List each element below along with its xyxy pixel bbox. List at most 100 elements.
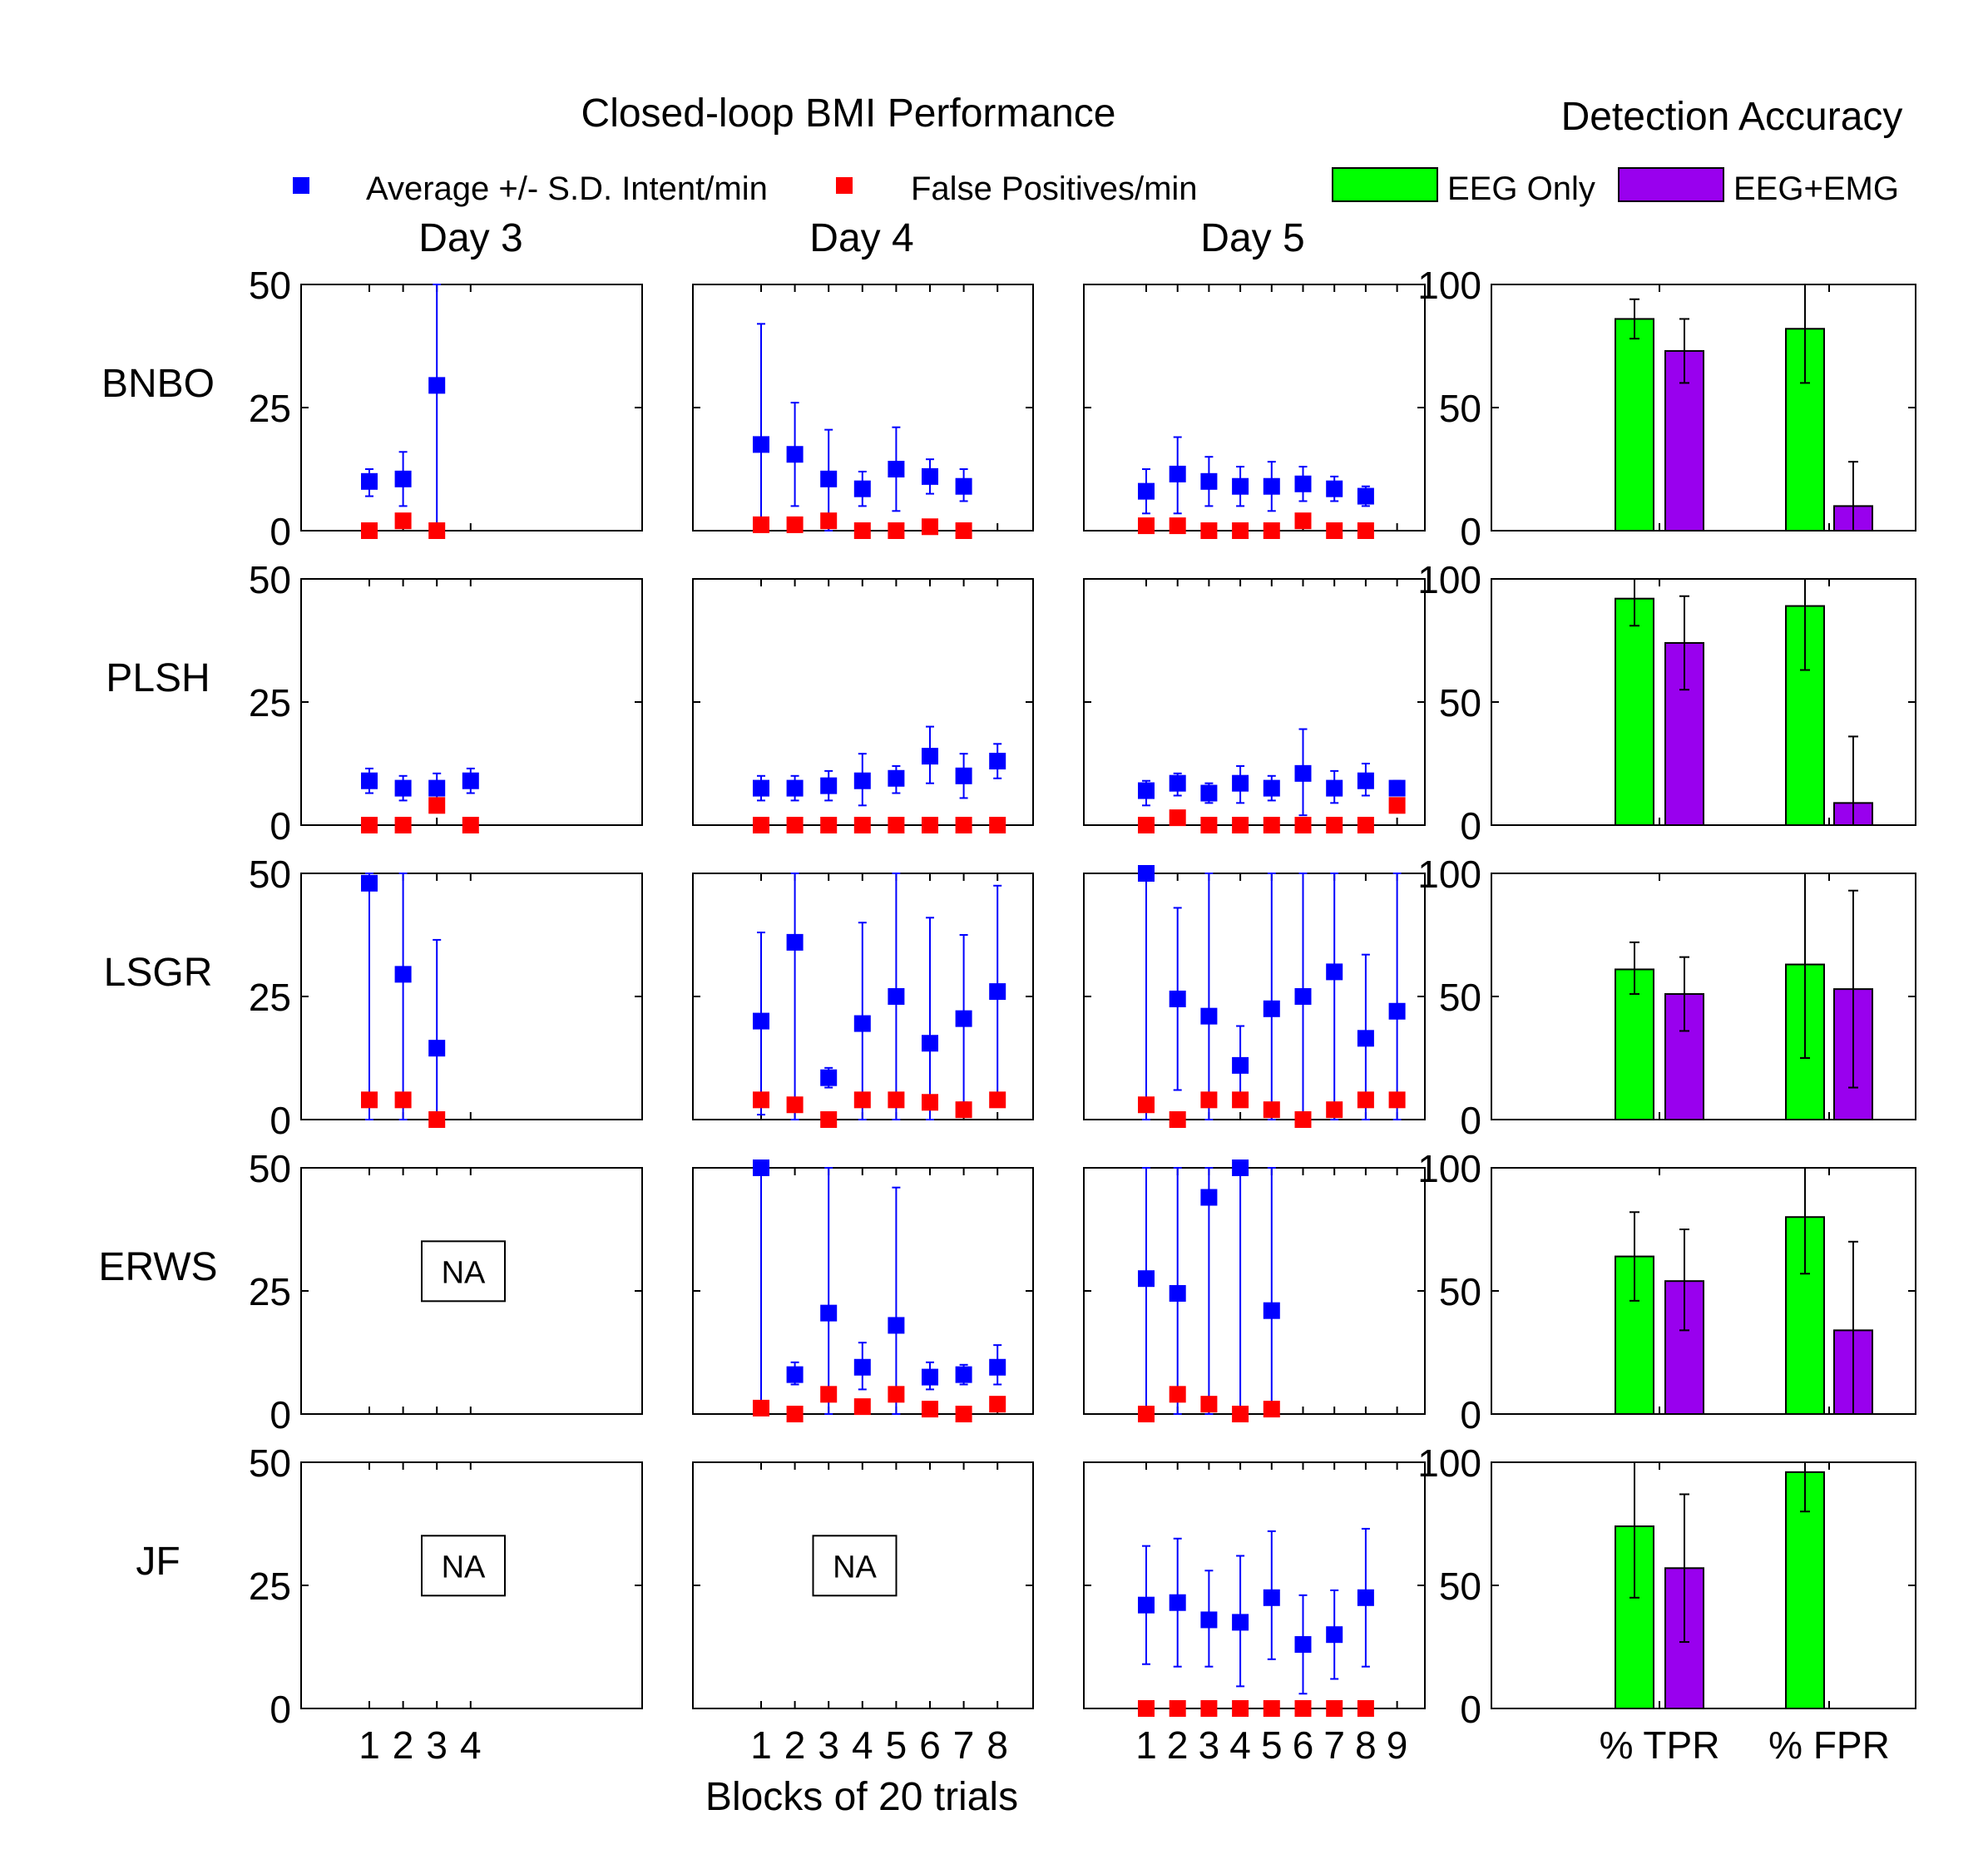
intent-point — [888, 461, 905, 477]
intent-point — [394, 470, 412, 487]
fp-point — [1326, 1700, 1343, 1717]
fp-point — [922, 1094, 938, 1111]
x-tick-label: 5 — [1261, 1723, 1283, 1767]
intent-point — [786, 779, 804, 797]
intent-point — [1232, 1160, 1249, 1176]
panel-erws-day3: 0 25 50 NA — [249, 1147, 643, 1436]
fp-point — [820, 512, 838, 530]
intent-point — [462, 772, 479, 789]
legend-intent-label: Average +/- S.D. Intent/min — [366, 171, 768, 207]
legend-eeg-label: EEG Only — [1447, 171, 1595, 207]
fp-point — [853, 522, 871, 539]
x-tick-label: 9 — [1387, 1723, 1408, 1767]
panel-jf-day4: 1 2 3 4 5 6 7 8 NA — [692, 1461, 1034, 1767]
y-tick-label: 100 — [1417, 264, 1481, 307]
na-label: NA — [442, 1550, 486, 1585]
fp-point — [1138, 1096, 1155, 1114]
intent-point — [1263, 1000, 1280, 1017]
intent-point — [989, 983, 1006, 1001]
fp-point — [428, 1111, 446, 1128]
fp-point — [394, 817, 412, 833]
fp-point — [1200, 1700, 1218, 1717]
y-tick-label: 100 — [1417, 1441, 1481, 1485]
fp-point — [1169, 1700, 1186, 1717]
fp-point — [1138, 1406, 1155, 1422]
fp-point — [753, 516, 769, 533]
fp-point — [1357, 1700, 1374, 1717]
intent-point — [1232, 774, 1249, 792]
fp-point — [1232, 1091, 1249, 1109]
fp-point — [1326, 1101, 1343, 1119]
fp-point — [1138, 517, 1155, 535]
intent-point — [1200, 472, 1218, 490]
fp-point — [462, 817, 479, 833]
intent-point — [428, 1040, 446, 1057]
intent-point — [888, 769, 905, 787]
fp-point — [888, 522, 905, 539]
x-tick-label: 8 — [987, 1723, 1008, 1767]
intent-point — [1232, 1614, 1249, 1631]
intent-point — [361, 772, 378, 789]
fp-point — [1326, 522, 1343, 539]
x-tick-label: 1 — [750, 1723, 772, 1767]
fp-point — [1388, 797, 1406, 814]
y-tick-label: 50 — [249, 1441, 291, 1485]
intent-point — [428, 377, 446, 394]
fp-point — [1169, 809, 1186, 827]
intent-point — [753, 1012, 769, 1030]
x-tick-label: 3 — [426, 1723, 448, 1767]
na-label: NA — [833, 1550, 877, 1585]
fp-point — [1357, 522, 1374, 539]
fp-point — [1200, 522, 1218, 539]
intent-point — [786, 446, 804, 463]
intent-point — [1263, 477, 1280, 495]
panel-bnbo-day4 — [692, 284, 1034, 539]
intent-point — [1138, 482, 1155, 500]
x-tick-label: 6 — [919, 1723, 941, 1767]
fp-point — [428, 797, 446, 814]
intent-point — [922, 1368, 938, 1386]
fp-point — [428, 522, 446, 539]
y-tick-label: 25 — [249, 1565, 291, 1608]
panel-erws-accuracy: 0 50 100 — [1417, 1147, 1916, 1436]
intent-point — [1357, 772, 1374, 789]
panel-bnbo-day3: 0 25 50 — [249, 264, 643, 553]
intent-point — [1200, 784, 1218, 802]
fp-point — [888, 1386, 905, 1403]
y-tick-label: 0 — [1460, 804, 1481, 848]
fp-point — [1169, 1111, 1186, 1128]
day-label-3: Day 3 — [418, 216, 522, 260]
fp-point — [1138, 1700, 1155, 1717]
fp-point — [394, 512, 412, 530]
x-tick-label: 4 — [852, 1723, 873, 1767]
fp-point — [361, 522, 378, 539]
fp-point — [1263, 1101, 1280, 1119]
intent-point — [1294, 988, 1312, 1005]
fp-point — [1294, 1111, 1312, 1128]
panel-plsh-day4 — [692, 578, 1034, 833]
y-tick-label: 50 — [249, 264, 291, 307]
fp-point — [853, 817, 871, 833]
main-title: Closed-loop BMI Performance — [581, 91, 1116, 136]
fp-point — [955, 1101, 972, 1119]
intent-point — [989, 753, 1006, 770]
y-tick-label: 25 — [249, 976, 291, 1019]
intent-point — [853, 1358, 871, 1376]
x-tick-label: 8 — [1355, 1723, 1377, 1767]
intent-point — [955, 1366, 972, 1383]
intent-point — [853, 1015, 871, 1032]
legend-eeg-swatch — [1332, 167, 1438, 202]
x-tick-label: 1 — [1135, 1723, 1157, 1767]
legend-eegemg-swatch — [1618, 167, 1724, 202]
fp-point — [1200, 1396, 1218, 1413]
x-tick-label: 7 — [953, 1723, 975, 1767]
x-tick-label: 2 — [784, 1723, 806, 1767]
y-tick-label: 0 — [1460, 1099, 1481, 1142]
intent-point — [1138, 865, 1155, 882]
panel-lsgr-day5 — [1083, 865, 1426, 1128]
y-tick-label: 50 — [1439, 1565, 1481, 1608]
intent-point — [1138, 782, 1155, 799]
intent-point — [1326, 963, 1343, 981]
intent-point — [361, 472, 378, 490]
